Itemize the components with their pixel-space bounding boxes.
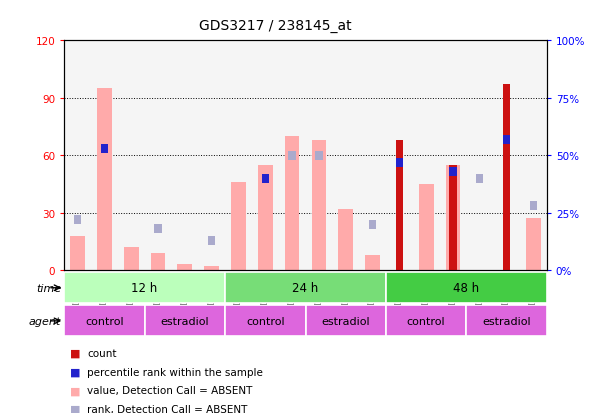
Bar [225, 273, 386, 304]
Bar [225, 306, 306, 337]
Bar [445, 166, 460, 271]
Bar [118, 41, 145, 271]
Bar [306, 306, 386, 337]
Text: agent: agent [29, 316, 61, 326]
Text: 12 h: 12 h [131, 282, 158, 294]
Text: control: control [407, 316, 445, 326]
Bar [466, 306, 547, 337]
Bar [503, 85, 510, 271]
Bar [359, 41, 386, 271]
Text: time: time [36, 283, 61, 293]
Text: 24 h: 24 h [293, 282, 318, 294]
Text: ■: ■ [70, 404, 81, 413]
Bar [64, 41, 91, 271]
Bar [386, 273, 547, 304]
Text: control: control [85, 316, 123, 326]
Bar [526, 219, 541, 271]
Bar [520, 41, 547, 271]
Bar [155, 225, 162, 234]
Bar [70, 236, 85, 271]
Bar [97, 89, 112, 271]
Bar [145, 306, 225, 337]
Bar [386, 41, 413, 271]
Text: percentile rank within the sample: percentile rank within the sample [87, 367, 263, 377]
Text: ■: ■ [70, 385, 81, 395]
Bar [231, 183, 246, 271]
Bar [530, 202, 537, 211]
Bar [258, 166, 273, 271]
Bar [449, 167, 456, 176]
Bar [145, 41, 172, 271]
Bar [395, 141, 403, 271]
Bar [91, 41, 118, 271]
Text: estradiol: estradiol [482, 316, 531, 326]
Bar [413, 41, 439, 271]
Text: rank, Detection Call = ABSENT: rank, Detection Call = ABSENT [87, 404, 247, 413]
Bar [476, 174, 483, 183]
Text: control: control [246, 316, 285, 326]
Bar [312, 141, 326, 271]
Text: ■: ■ [70, 348, 81, 358]
Text: estradiol: estradiol [321, 316, 370, 326]
Text: estradiol: estradiol [161, 316, 209, 326]
Text: 48 h: 48 h [453, 282, 480, 294]
Text: GDS3217 / 238145_at: GDS3217 / 238145_at [199, 19, 351, 33]
Bar [64, 273, 225, 304]
Bar [177, 265, 192, 271]
Bar [64, 306, 145, 337]
Bar [439, 41, 466, 271]
Bar [315, 151, 323, 161]
Bar [419, 185, 434, 271]
Bar [172, 41, 198, 271]
Bar [449, 166, 457, 271]
Bar [365, 255, 380, 271]
Bar [338, 209, 353, 271]
Text: ■: ■ [70, 367, 81, 377]
Bar [396, 158, 403, 167]
Bar [386, 306, 466, 337]
Text: value, Detection Call = ABSENT: value, Detection Call = ABSENT [87, 385, 253, 395]
Bar [466, 41, 493, 271]
Bar [493, 41, 520, 271]
Bar [124, 248, 139, 271]
Bar [503, 135, 510, 145]
Bar [151, 253, 166, 271]
Bar [198, 41, 225, 271]
Bar [225, 41, 252, 271]
Bar [74, 216, 81, 225]
Text: count: count [87, 348, 117, 358]
Bar [306, 41, 332, 271]
Bar [285, 137, 299, 271]
Bar [279, 41, 306, 271]
Bar [208, 236, 215, 245]
Bar [369, 220, 376, 229]
Bar [262, 174, 269, 183]
Bar [252, 41, 279, 271]
Bar [101, 145, 108, 154]
Bar [332, 41, 359, 271]
Bar [204, 267, 219, 271]
Bar [288, 151, 296, 161]
